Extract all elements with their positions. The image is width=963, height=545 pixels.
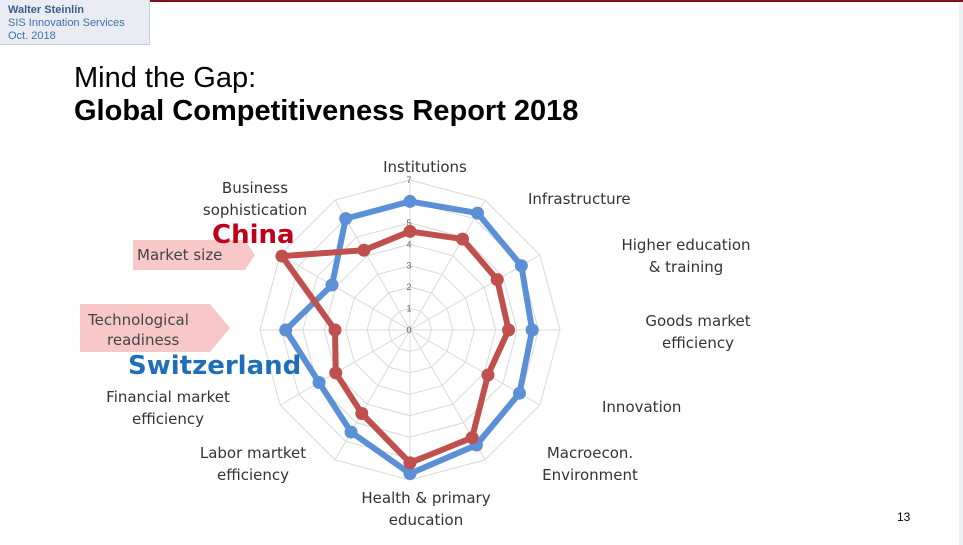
grid-spoke bbox=[409, 199, 486, 331]
data-point-china bbox=[502, 323, 516, 337]
data-point-switzerland bbox=[512, 386, 526, 400]
axis-label: efficiency bbox=[662, 334, 734, 352]
series-line-china bbox=[278, 228, 512, 466]
axis-label: Labor martket bbox=[200, 444, 306, 462]
axis-label: Financial market bbox=[106, 388, 230, 406]
market-size-callout-shape bbox=[133, 240, 255, 270]
top-rule bbox=[0, 0, 963, 2]
tick-label: 4 bbox=[406, 239, 411, 249]
axis-label: Business bbox=[222, 179, 288, 197]
data-point-china bbox=[329, 366, 343, 380]
data-point-china bbox=[357, 243, 371, 257]
data-point-switzerland bbox=[525, 323, 539, 337]
axis-label: Innovation bbox=[602, 398, 681, 416]
slide-title-line2: Global Competitiveness Report 2018 bbox=[74, 95, 579, 127]
data-point-china bbox=[465, 431, 479, 445]
switzerland-label: Switzerland bbox=[128, 351, 301, 381]
data-point-china bbox=[481, 368, 495, 382]
data-point-switzerland bbox=[403, 194, 417, 208]
axis-label: education bbox=[389, 511, 463, 529]
axis-label: efficiency bbox=[217, 466, 289, 484]
grid-spoke bbox=[279, 254, 411, 331]
right-edge-bar bbox=[959, 2, 963, 545]
data-point-switzerland bbox=[514, 259, 528, 273]
market-size-callout: Market size bbox=[133, 240, 255, 270]
data-point-china bbox=[403, 224, 417, 238]
data-point-switzerland bbox=[279, 323, 293, 337]
tick-label: 0 bbox=[406, 325, 411, 335]
tick-label: 2 bbox=[406, 282, 411, 292]
data-point-china bbox=[403, 456, 417, 470]
data-point-switzerland bbox=[312, 376, 326, 389]
data-point-switzerland bbox=[339, 212, 353, 226]
axis-label: sophistication bbox=[203, 201, 307, 219]
tech-readiness-callout-shape bbox=[80, 304, 230, 352]
page-number: 13 bbox=[897, 510, 911, 524]
tech-readiness-callout-line2: readiness bbox=[107, 331, 179, 349]
tick-label: 5 bbox=[406, 218, 411, 228]
axis-label: Health & primary bbox=[361, 489, 490, 507]
axis-label: efficiency bbox=[132, 410, 204, 428]
tick-label: 3 bbox=[406, 261, 411, 271]
data-point-switzerland bbox=[403, 467, 417, 481]
axis-label: Higher education bbox=[621, 236, 750, 254]
grid-spoke bbox=[279, 329, 411, 406]
tech-readiness-callout: Technological readiness bbox=[80, 304, 230, 352]
radar-series bbox=[275, 194, 539, 481]
axis-label: & training bbox=[649, 258, 724, 276]
grid-spoke bbox=[334, 329, 411, 461]
author-name: Walter Steinlin bbox=[8, 4, 84, 16]
data-point-china bbox=[456, 232, 469, 246]
author-box: Walter Steinlin SIS Innovation Services … bbox=[0, 0, 150, 45]
data-point-switzerland bbox=[344, 425, 358, 439]
data-point-china bbox=[275, 249, 289, 263]
radar-axis-labels: Institutions Infrastructure Higher educati… bbox=[106, 158, 751, 529]
tick-label: 7 bbox=[406, 175, 411, 185]
axis-label: Institutions bbox=[383, 158, 467, 176]
tech-readiness-callout-line1: Technological bbox=[87, 311, 189, 329]
tick-label: 1 bbox=[406, 304, 411, 314]
author-date: Oct. 2018 bbox=[8, 30, 56, 42]
data-point-switzerland bbox=[325, 278, 339, 292]
slide-title-line1: Mind the Gap: bbox=[74, 62, 257, 94]
axis-label: Infrastructure bbox=[528, 190, 631, 208]
data-point-china bbox=[328, 323, 342, 337]
axis-label: Environment bbox=[542, 466, 638, 484]
data-point-switzerland bbox=[471, 206, 484, 220]
author-org: SIS Innovation Services bbox=[8, 17, 125, 29]
axis-label: Goods market bbox=[645, 312, 750, 330]
market-size-callout-text: Market size bbox=[137, 246, 222, 264]
china-label: China bbox=[212, 220, 295, 250]
axis-label: Macroecon. bbox=[547, 444, 633, 462]
data-point-china bbox=[355, 407, 369, 421]
data-point-china bbox=[490, 273, 504, 287]
